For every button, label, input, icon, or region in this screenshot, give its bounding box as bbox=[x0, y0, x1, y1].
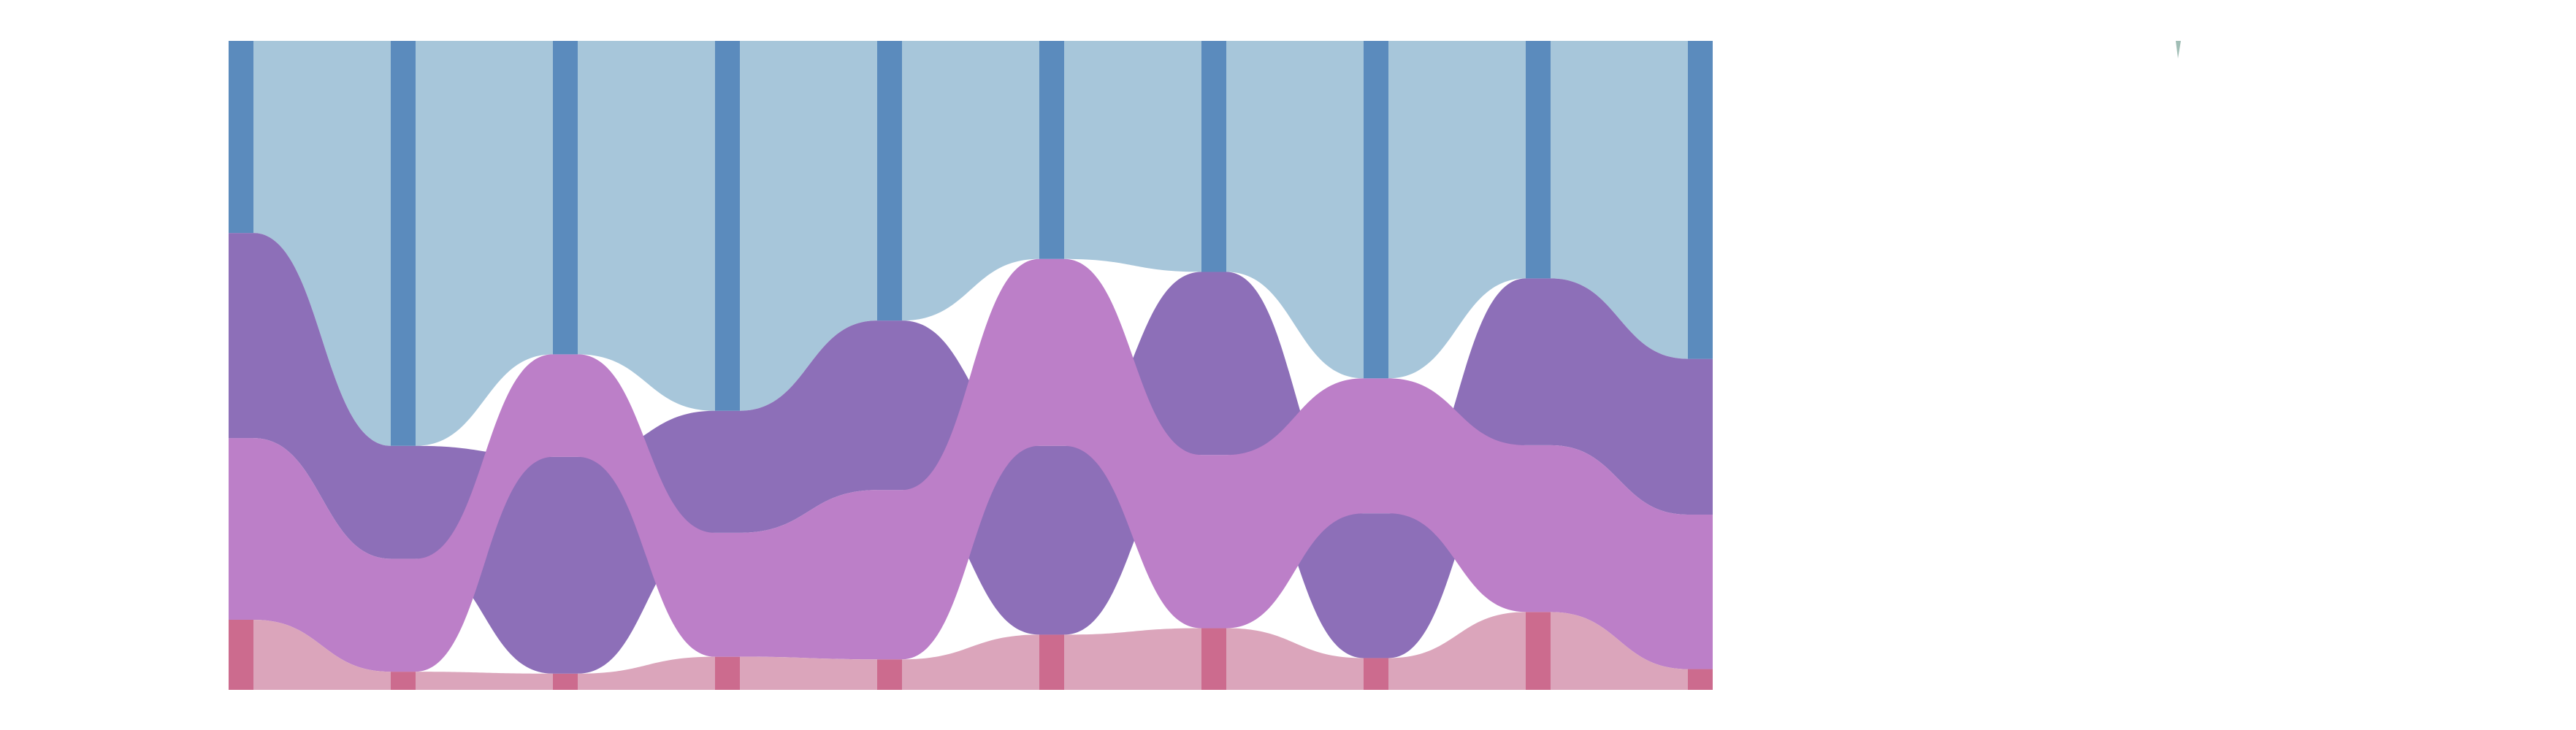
node-series-3-column-5 bbox=[877, 490, 902, 660]
flow-band-series-1-step-9 bbox=[1551, 41, 1688, 359]
node-series-2-column-7 bbox=[1201, 272, 1226, 456]
flow-band-series-2-step-4 bbox=[740, 320, 877, 533]
flow-band-series-3-step-9 bbox=[1551, 445, 1688, 669]
node-series-2-column-3 bbox=[553, 456, 578, 674]
flow-band-series-1-step-1 bbox=[253, 41, 391, 446]
node-series-1-column-6 bbox=[1039, 41, 1064, 259]
flow-band-series-1-step-3 bbox=[578, 41, 715, 411]
node-series-3-column-2 bbox=[391, 558, 416, 672]
node-series-4-column-2 bbox=[391, 672, 416, 690]
node-series-3-column-6 bbox=[1039, 258, 1064, 446]
flow-band-series-4-step-4 bbox=[740, 656, 877, 690]
flow-band-series-4-step-1 bbox=[253, 619, 391, 690]
node-series-1-column-5 bbox=[877, 41, 902, 321]
flow-band-series-4-step-9 bbox=[1551, 612, 1688, 690]
flow-band-series-1-step-6 bbox=[1064, 41, 1201, 272]
node-series-4-column-1 bbox=[229, 619, 253, 690]
node-series-2-column-8 bbox=[1364, 513, 1388, 658]
node-series-1-column-3 bbox=[553, 41, 578, 355]
node-series-4-column-4 bbox=[715, 656, 740, 690]
flow-band-series-3-step-7 bbox=[1226, 378, 1364, 629]
node-series-4-column-6 bbox=[1039, 634, 1064, 690]
node-series-1-column-1 bbox=[229, 41, 253, 234]
node-series-1-column-4 bbox=[715, 41, 740, 411]
flow-band-series-1-step-2 bbox=[416, 41, 553, 446]
flow-band-series-3-step-3 bbox=[578, 354, 715, 657]
node-series-4-column-10 bbox=[1688, 669, 1713, 690]
node-series-1-column-2 bbox=[391, 41, 416, 446]
node-series-3-column-3 bbox=[553, 354, 578, 457]
flow-band-series-2-step-9 bbox=[1551, 278, 1688, 515]
node-series-3-column-1 bbox=[229, 438, 253, 620]
flow-band-series-1-step-7 bbox=[1226, 41, 1364, 379]
node-series-3-column-8 bbox=[1364, 378, 1388, 514]
node-series-2-column-1 bbox=[229, 233, 253, 439]
flow-band-series-3-step-8 bbox=[1388, 378, 1526, 612]
node-series-1-column-7 bbox=[1201, 41, 1226, 272]
flow-band-series-4-step-6 bbox=[1064, 628, 1201, 690]
node-series-2-column-9 bbox=[1526, 278, 1551, 445]
node-series-3-column-7 bbox=[1201, 455, 1226, 629]
node-series-3-column-9 bbox=[1526, 445, 1551, 612]
node-series-2-column-4 bbox=[715, 410, 740, 533]
flow-band-series-1-step-4 bbox=[740, 41, 877, 411]
flow-band-series-4-step-2 bbox=[416, 672, 553, 690]
node-series-4-column-5 bbox=[877, 659, 902, 690]
flow-band-series-2-step-1 bbox=[253, 233, 391, 559]
flow-bands bbox=[253, 41, 1688, 690]
flow-band-series-1-step-5 bbox=[902, 41, 1039, 321]
flow-band-series-4-step-7 bbox=[1226, 628, 1364, 690]
corner-mark bbox=[2176, 41, 2181, 58]
node-series-4-column-7 bbox=[1201, 628, 1226, 690]
node-series-1-column-10 bbox=[1688, 41, 1713, 359]
flow-band-series-3-step-5 bbox=[902, 258, 1039, 660]
flow-band-series-3-step-1 bbox=[253, 438, 391, 672]
node-series-2-column-2 bbox=[391, 445, 416, 559]
flow-band-series-4-step-3 bbox=[578, 656, 715, 690]
flow-band-series-4-step-5 bbox=[902, 634, 1039, 690]
node-series-1-column-9 bbox=[1526, 41, 1551, 279]
node-series-2-column-10 bbox=[1688, 358, 1713, 515]
node-series-4-column-9 bbox=[1526, 612, 1551, 690]
node-series-4-column-3 bbox=[553, 673, 578, 690]
node-series-3-column-4 bbox=[715, 532, 740, 657]
flow-band-series-3-step-6 bbox=[1064, 258, 1201, 629]
node-series-2-column-5 bbox=[877, 320, 902, 491]
node-series-1-column-8 bbox=[1364, 41, 1388, 379]
flow-band-series-1-step-8 bbox=[1388, 41, 1526, 379]
flow-band-series-4-step-8 bbox=[1388, 612, 1526, 690]
node-series-2-column-6 bbox=[1039, 445, 1064, 635]
node-series-3-column-10 bbox=[1688, 514, 1713, 669]
flow-band-series-3-step-4 bbox=[740, 490, 877, 660]
node-columns bbox=[229, 41, 1713, 690]
flow-band-series-3-step-2 bbox=[416, 354, 553, 672]
node-series-4-column-8 bbox=[1364, 658, 1388, 690]
